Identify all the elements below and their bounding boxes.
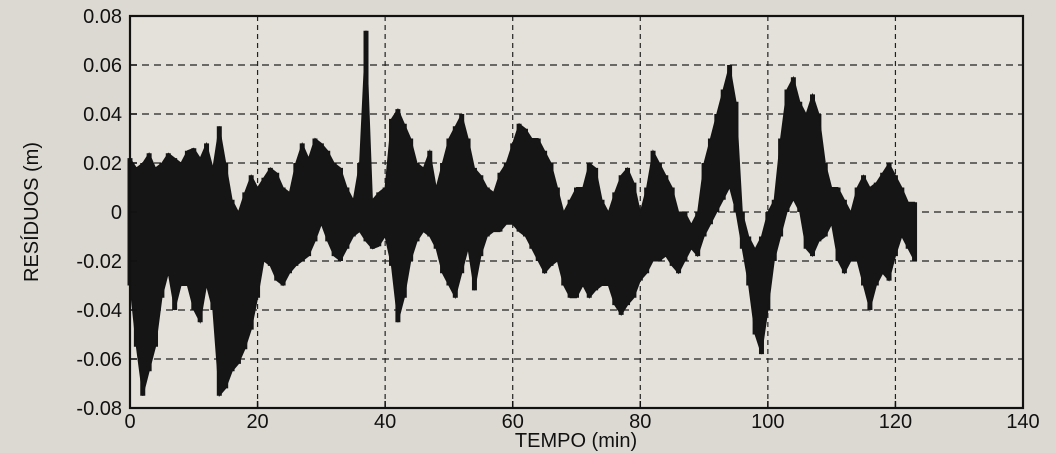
x-axis-title: TEMPO (min) xyxy=(515,430,637,452)
axis-ticks xyxy=(129,15,1024,409)
y-tick-label: 0 xyxy=(111,202,122,224)
x-tick-label: 80 xyxy=(629,411,651,433)
x-tick-label: 120 xyxy=(879,411,912,433)
x-tick-label: 20 xyxy=(246,411,268,433)
y-tick-label: 0.04 xyxy=(83,104,122,126)
x-tick-label: 140 xyxy=(1006,411,1039,433)
x-tick-label: 60 xyxy=(502,411,524,433)
y-tick-labels: -0.08 -0.06 -0.04 -0.02 0 0.02 0.04 0.06 0.08 xyxy=(76,6,122,420)
y-tick-label: 0.06 xyxy=(83,55,122,77)
y-tick-label: -0.02 xyxy=(76,251,122,273)
y-axis-title: RESÍDUOS (m) xyxy=(20,142,43,282)
residuals-series xyxy=(127,30,918,398)
y-tick-label: -0.04 xyxy=(76,300,122,322)
y-tick-label: -0.06 xyxy=(76,349,122,371)
y-tick-label: 0.08 xyxy=(83,6,122,28)
y-tick-label: 0.02 xyxy=(83,153,122,175)
x-tick-label: 40 xyxy=(374,411,396,433)
x-tick-label: 0 xyxy=(124,411,135,433)
residual-envelope xyxy=(129,30,916,398)
y-tick-label: -0.08 xyxy=(76,398,122,420)
x-tick-labels: 0 20 40 60 80 100 120 140 xyxy=(124,411,1039,433)
x-tick-label: 100 xyxy=(751,411,784,433)
